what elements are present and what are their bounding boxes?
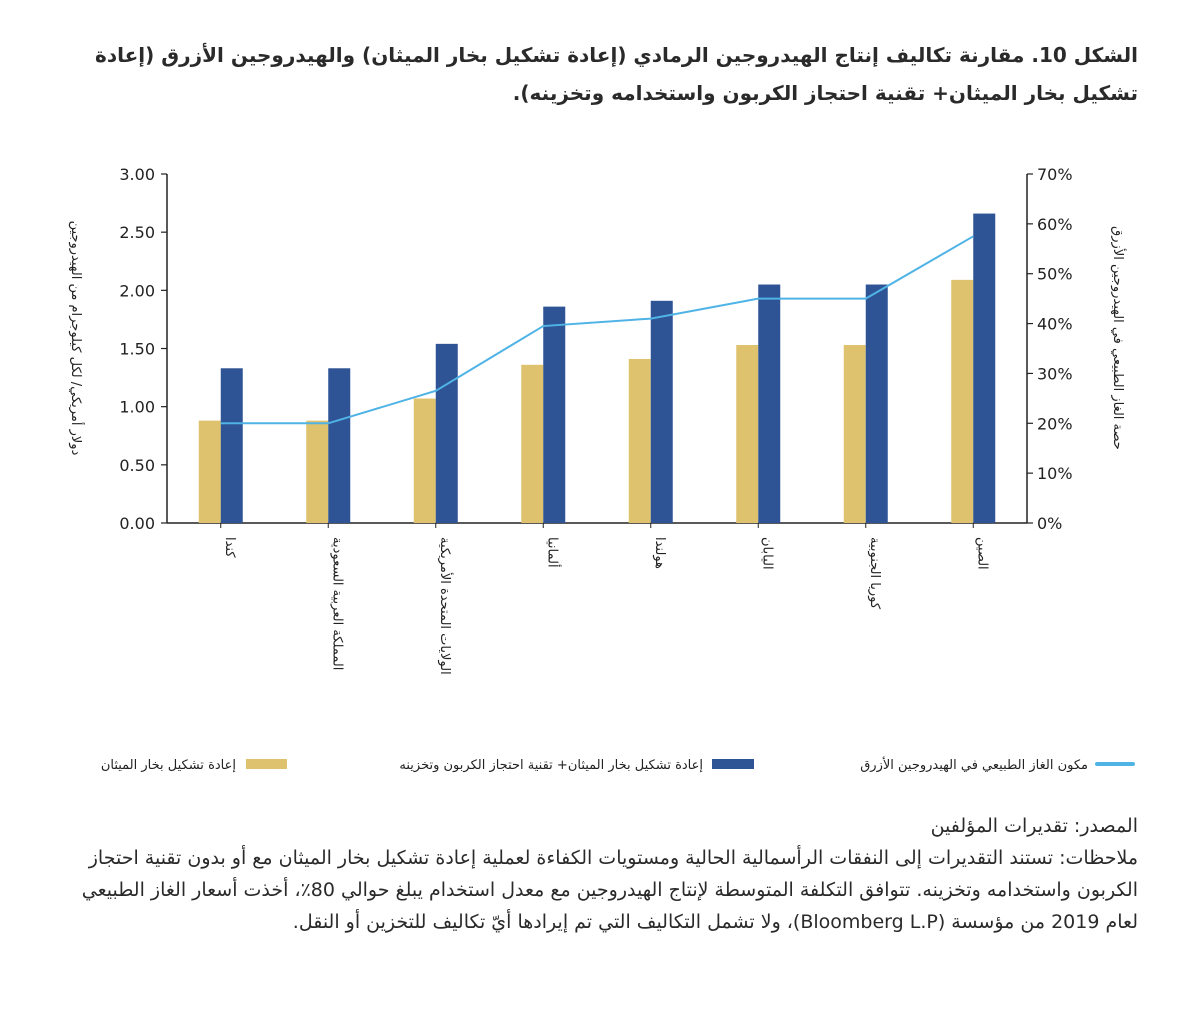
- bar-blue-hydrogen: [973, 213, 996, 523]
- bar-blue-hydrogen: [435, 343, 458, 523]
- notes-text: ملاحظات: تستند التقديرات إلى النفقات الر…: [81, 847, 1138, 933]
- x-tick-label: المملكة العربية السعودية: [329, 537, 344, 670]
- y-tick-label: 1.00: [119, 398, 155, 417]
- legend-swatch-blue: [712, 759, 754, 769]
- figure-title: الشكل 10. مقارنة تكاليف إنتاج الهيدروجين…: [58, 36, 1138, 112]
- legend-label: مكون الغاز الطبيعي في الهيدروجين الأزرق: [860, 756, 1088, 773]
- y-tick-label: 0.00: [119, 514, 155, 533]
- legend-swatch-grey: [246, 759, 287, 769]
- figure-caption: مقارنة تكاليف إنتاج الهيدروجين الرمادي (…: [95, 43, 1138, 105]
- bar-blue-hydrogen: [220, 368, 243, 523]
- y-tick-label: 0.50: [119, 456, 155, 475]
- bar-grey-hydrogen: [413, 398, 436, 523]
- bar-grey-hydrogen: [198, 420, 221, 523]
- bar-grey-hydrogen: [521, 364, 544, 523]
- y-axis-title: دولار أمريكي/ لكل كيلوجرام من الهيدروجين: [68, 221, 85, 456]
- x-tick-label: كندا: [222, 537, 237, 558]
- bar-blue-hydrogen: [543, 306, 566, 523]
- bar-grey-hydrogen: [951, 279, 974, 523]
- legend-label: إعادة تشكيل بخار الميثان: [101, 758, 236, 773]
- legend-label: إعادة تشكيل بخار الميثان+ تقنية احتجاز ا…: [399, 758, 703, 773]
- x-tick-label: الصين: [974, 537, 989, 570]
- y-tick-label: 3.00: [119, 165, 155, 184]
- x-tick-label: ألمانيا: [544, 537, 561, 568]
- y2-tick-label: 70%: [1037, 165, 1073, 184]
- x-tick-label: هولندا: [652, 537, 667, 569]
- bar-blue-hydrogen: [328, 368, 351, 523]
- y2-axis-title: حصة الغاز الطبيعي في الهيدروجين الأزرق: [1110, 226, 1127, 450]
- bar-blue-hydrogen: [650, 300, 673, 523]
- y2-tick-label: 0%: [1037, 514, 1062, 533]
- x-tick-label: اليابان: [759, 537, 774, 570]
- x-tick-label: الولايات المتحدة الأمريكية: [437, 537, 454, 675]
- y-tick-label: 2.00: [119, 281, 155, 300]
- bar-grey-hydrogen: [736, 345, 759, 523]
- y2-tick-label: 50%: [1037, 265, 1073, 284]
- source-note: المصدر: تقديرات المؤلفين: [930, 815, 1138, 837]
- y2-tick-label: 20%: [1037, 414, 1073, 433]
- bar-blue-hydrogen: [865, 284, 888, 523]
- y-tick-label: 1.50: [119, 340, 155, 359]
- bar-grey-hydrogen: [628, 358, 651, 523]
- bar-blue-hydrogen: [758, 284, 781, 523]
- figure-number: الشكل 10.: [1031, 43, 1138, 67]
- y2-tick-label: 10%: [1037, 464, 1073, 483]
- y2-tick-label: 60%: [1037, 215, 1073, 234]
- y2-tick-label: 40%: [1037, 315, 1073, 334]
- chart: 0.00 0.50 1.00 1.50 2.00 2.50 3.00 0% 10% 20% 30% 4…: [68, 165, 1135, 773]
- x-tick-label: كوريا الجنوبية: [867, 537, 882, 610]
- y2-tick-label: 30%: [1037, 364, 1073, 383]
- bar-grey-hydrogen: [843, 345, 866, 523]
- line-natural-gas-share: [220, 235, 974, 425]
- y-tick-label: 2.50: [119, 223, 155, 242]
- bar-grey-hydrogen: [306, 420, 329, 523]
